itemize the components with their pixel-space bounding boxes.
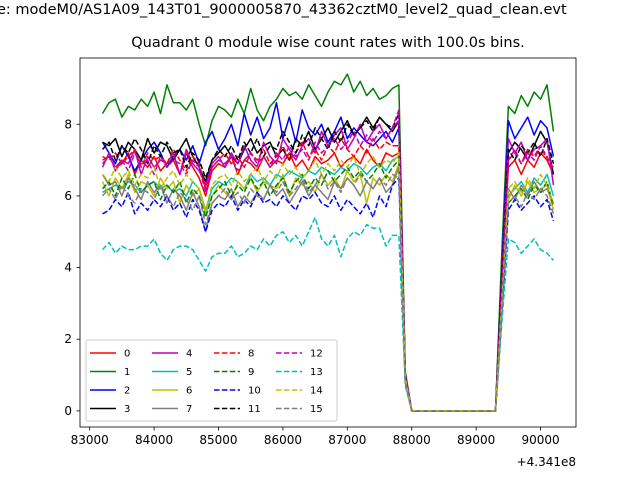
x-tick-label: 83000 [71,433,109,447]
legend-label-4: 4 [186,349,192,360]
y-tick-label: 6 [64,189,72,203]
legend-label-1: 1 [124,367,130,378]
legend-label-7: 7 [186,404,192,415]
legend-label-9: 9 [248,367,254,378]
x-tick-label: 90000 [521,433,559,447]
legend-label-0: 0 [124,349,130,360]
series-line-14 [101,152,555,412]
legend-label-2: 2 [124,386,130,397]
legend-label-14: 14 [310,386,323,397]
x-tick-label: 87000 [328,433,366,447]
legend-box [85,339,338,422]
y-axis: 0 2 4 6 8 [64,117,80,418]
x-axis-offset-label: +4.341e8 [517,455,576,469]
legend-label-13: 13 [310,367,323,378]
x-tick-label: 86000 [264,433,302,447]
legend-label-5: 5 [186,367,192,378]
x-tick-label: 84000 [135,433,173,447]
legend-label-8: 8 [248,349,254,360]
x-tick-label: 89000 [457,433,495,447]
x-tick-label: 88000 [393,433,431,447]
legend-label-10: 10 [248,386,261,397]
series-line-15 [101,173,555,412]
series-lines [101,73,555,412]
plot-frame [79,57,577,428]
y-tick-label: 2 [64,332,72,346]
x-tick-label: 85000 [199,433,237,447]
legend-label-15: 15 [310,404,323,415]
y-tick-label: 0 [64,404,72,418]
legend-label-6: 6 [186,386,192,397]
legend-label-12: 12 [310,349,323,360]
y-tick-label: 8 [64,117,72,131]
x-axis: 83000 84000 85000 86000 87000 88000 89000 90000 [71,427,560,447]
y-tick-label: 4 [64,261,72,275]
legend-label-3: 3 [124,404,130,415]
legend-label-11: 11 [248,404,261,415]
chart-title: Quadrant 0 module wise count rates with … [131,35,525,51]
figure-title: n file: modeM0/AS1A09_143T01_9000005870_… [0,2,567,18]
